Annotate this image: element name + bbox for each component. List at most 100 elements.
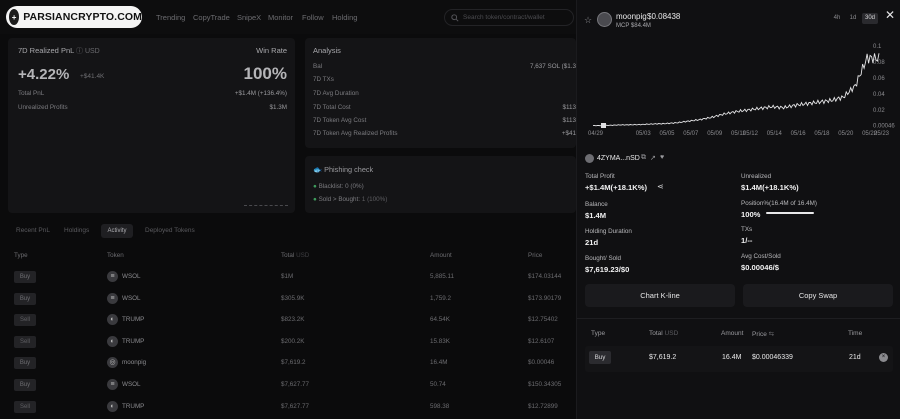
total-pnl-value: +$1.4M (+136.4%): [234, 90, 287, 97]
x-tick-label: 05/18: [814, 131, 830, 137]
nav-item-monitor[interactable]: Monitor: [268, 13, 294, 22]
avg-cost-value: $0.00046/$: [741, 263, 780, 272]
panel-table-row[interactable]: [585, 346, 893, 372]
token-name[interactable]: WSOL: [122, 381, 141, 388]
bought-sold-value: $7,619.23/$0: [585, 265, 630, 274]
search-input[interactable]: Search token/contract/wallet: [444, 9, 574, 26]
token-icon: ≡: [107, 379, 118, 390]
chart-kline-button[interactable]: Chart K-line: [585, 284, 735, 307]
panel-th-type: Type: [591, 330, 606, 337]
table-row[interactable]: Sell ◐ TRUMP $7,627.77 598.38 $12.72899: [0, 397, 576, 418]
fish-icon: 🐟: [313, 165, 323, 174]
copy-swap-button[interactable]: Copy Swap: [743, 284, 893, 307]
x-tick-label: 05/09: [707, 131, 723, 137]
position-value: 100%: [741, 210, 761, 219]
tab-recent-pnl[interactable]: Recent PnL: [16, 227, 50, 234]
logo-badge: +: [9, 9, 20, 25]
token-icon: ◐: [107, 400, 118, 412]
tab-holdings[interactable]: Holdings: [64, 227, 90, 234]
y-tick-label: 0.00046: [873, 124, 895, 130]
price-value: $150.34305: [528, 381, 562, 388]
nav-item-trending[interactable]: Trending: [156, 13, 186, 22]
table-row[interactable]: Buy ◎ moonpig $7,619.2 16.4M $0.00046: [0, 353, 576, 374]
price-value: $12.72899: [528, 402, 558, 410]
token-icon: ≡: [107, 292, 118, 304]
unrealized-panel-label: Unrealized: [741, 173, 772, 180]
analysis-label-avg-cost: 7D Token Avg Cost: [313, 117, 367, 124]
winrate-label: Win Rate: [256, 46, 287, 55]
y-tick-label: 0.08: [873, 60, 885, 66]
y-tick-label: 0.1: [873, 44, 882, 50]
token-name[interactable]: WSOL: [122, 273, 141, 280]
token-avatar: [597, 12, 612, 27]
nav-item-follow[interactable]: Follow: [302, 13, 324, 22]
token-name[interactable]: TRUMP: [122, 316, 145, 324]
amount-value: 598.38: [430, 402, 450, 410]
range-30d[interactable]: 30d: [862, 13, 878, 24]
token-name[interactable]: TRUMP: [122, 402, 145, 410]
type-badge: Buy: [14, 357, 36, 370]
token-name[interactable]: WSOL: [122, 294, 141, 302]
nav-item-holding[interactable]: Holding: [332, 13, 358, 22]
price-value: $0.00046: [528, 359, 555, 367]
panel-th-time: Time: [848, 330, 863, 337]
analysis-title: Analysis: [313, 46, 341, 55]
analysis-value-total-cost: $113: [562, 104, 576, 111]
amount-value: 16.4M: [430, 359, 448, 367]
sold-bought-row: ● Sold > Bought: 1 (100%): [313, 196, 388, 203]
panel-row-type: Buy: [589, 351, 611, 364]
type-badge: Sell: [14, 335, 36, 348]
type-badge: Buy: [14, 292, 36, 305]
analysis-value-bal: 7,637 SOL ($1.3: [530, 63, 576, 70]
table-row[interactable]: Buy ≡ WSOL $1M 5,885.11 $174.03144: [0, 267, 576, 288]
holding-value: 21d: [585, 238, 599, 247]
x-tick-label: 05/23: [874, 131, 890, 137]
blacklist-row: ● Blacklist: 0 (0%): [313, 183, 364, 190]
table-row[interactable]: Sell ◐ TRUMP $823.2K 64.54K $12.75402: [0, 310, 576, 331]
phishing-card: 🐟 Phishing check ● Blacklist: 0 (0%) ● S…: [305, 156, 576, 213]
phishing-title: 🐟 Phishing check: [313, 165, 374, 174]
tab-activity[interactable]: Activity: [101, 224, 133, 238]
nav-item-copytrade[interactable]: CopyTrade: [193, 13, 230, 22]
x-tick-label: 04/29: [588, 131, 604, 137]
token-name[interactable]: moonpig: [122, 359, 147, 367]
table-row[interactable]: Buy ≡ WSOL $7,627.77 50.74 $150.34305: [0, 375, 576, 396]
avg-cost-label: Avg Cost/Sold: [741, 253, 781, 260]
holding-label: Holding Duration: [585, 228, 632, 235]
wallet-address[interactable]: 4ZYMA...nSD: [597, 155, 640, 162]
token-name[interactable]: TRUMP: [122, 337, 145, 345]
heart-icon[interactable]: ♥: [660, 154, 665, 161]
table-row[interactable]: Buy ≡ WSOL $305.9K 1,759.2 $173.90179: [0, 289, 576, 310]
total-value: $1M: [281, 273, 294, 280]
price-value: $174.03144: [528, 273, 562, 280]
row-close-icon[interactable]: ×: [879, 353, 888, 362]
token-mcp: MCP $84.4M: [616, 23, 651, 29]
unrealized-value: $1.3M: [269, 104, 287, 111]
divider: [577, 318, 900, 319]
range-4h[interactable]: 4h: [833, 15, 841, 21]
pnl-unit: ⓘ USD: [76, 48, 100, 55]
pnl-title: 7D Realized PnL: [18, 46, 75, 55]
tab-deployed-tokens[interactable]: Deployed Tokens: [145, 227, 195, 234]
brand-logo[interactable]: + PARSIANCRYPTO.COM: [6, 6, 142, 28]
nav-item-snipex[interactable]: SnipeX: [237, 13, 262, 22]
close-icon[interactable]: ✕: [885, 8, 896, 22]
copy-icon[interactable]: ⧉: [641, 154, 646, 161]
panel-th-price: Price ⇆: [752, 331, 775, 338]
token-icon: ◐: [107, 335, 118, 347]
wallet-detail-panel: ☆ moonpig $0.08438 MCP $84.4M 4h 1d 30d …: [576, 0, 900, 419]
table-row[interactable]: Sell ◐ TRUMP $200.2K 15.83K $12.6107: [0, 332, 576, 353]
star-icon[interactable]: ☆: [584, 15, 593, 25]
panel-th-total: Total USD: [649, 330, 679, 337]
y-tick-label: 0.06: [873, 76, 885, 82]
range-1d[interactable]: 1d: [849, 15, 857, 21]
share-icon[interactable]: ⋖: [657, 182, 664, 191]
token-icon: ◐: [107, 314, 118, 326]
link-icon[interactable]: ↗: [650, 155, 656, 162]
th-type: Type: [14, 252, 28, 259]
token-price: $0.08438: [647, 12, 681, 21]
x-tick-label: 05/20: [838, 131, 854, 137]
txs-value: 1/--: [741, 236, 753, 245]
x-tick-label: 05/22: [862, 131, 878, 137]
amount-value: 64.54K: [430, 316, 450, 324]
